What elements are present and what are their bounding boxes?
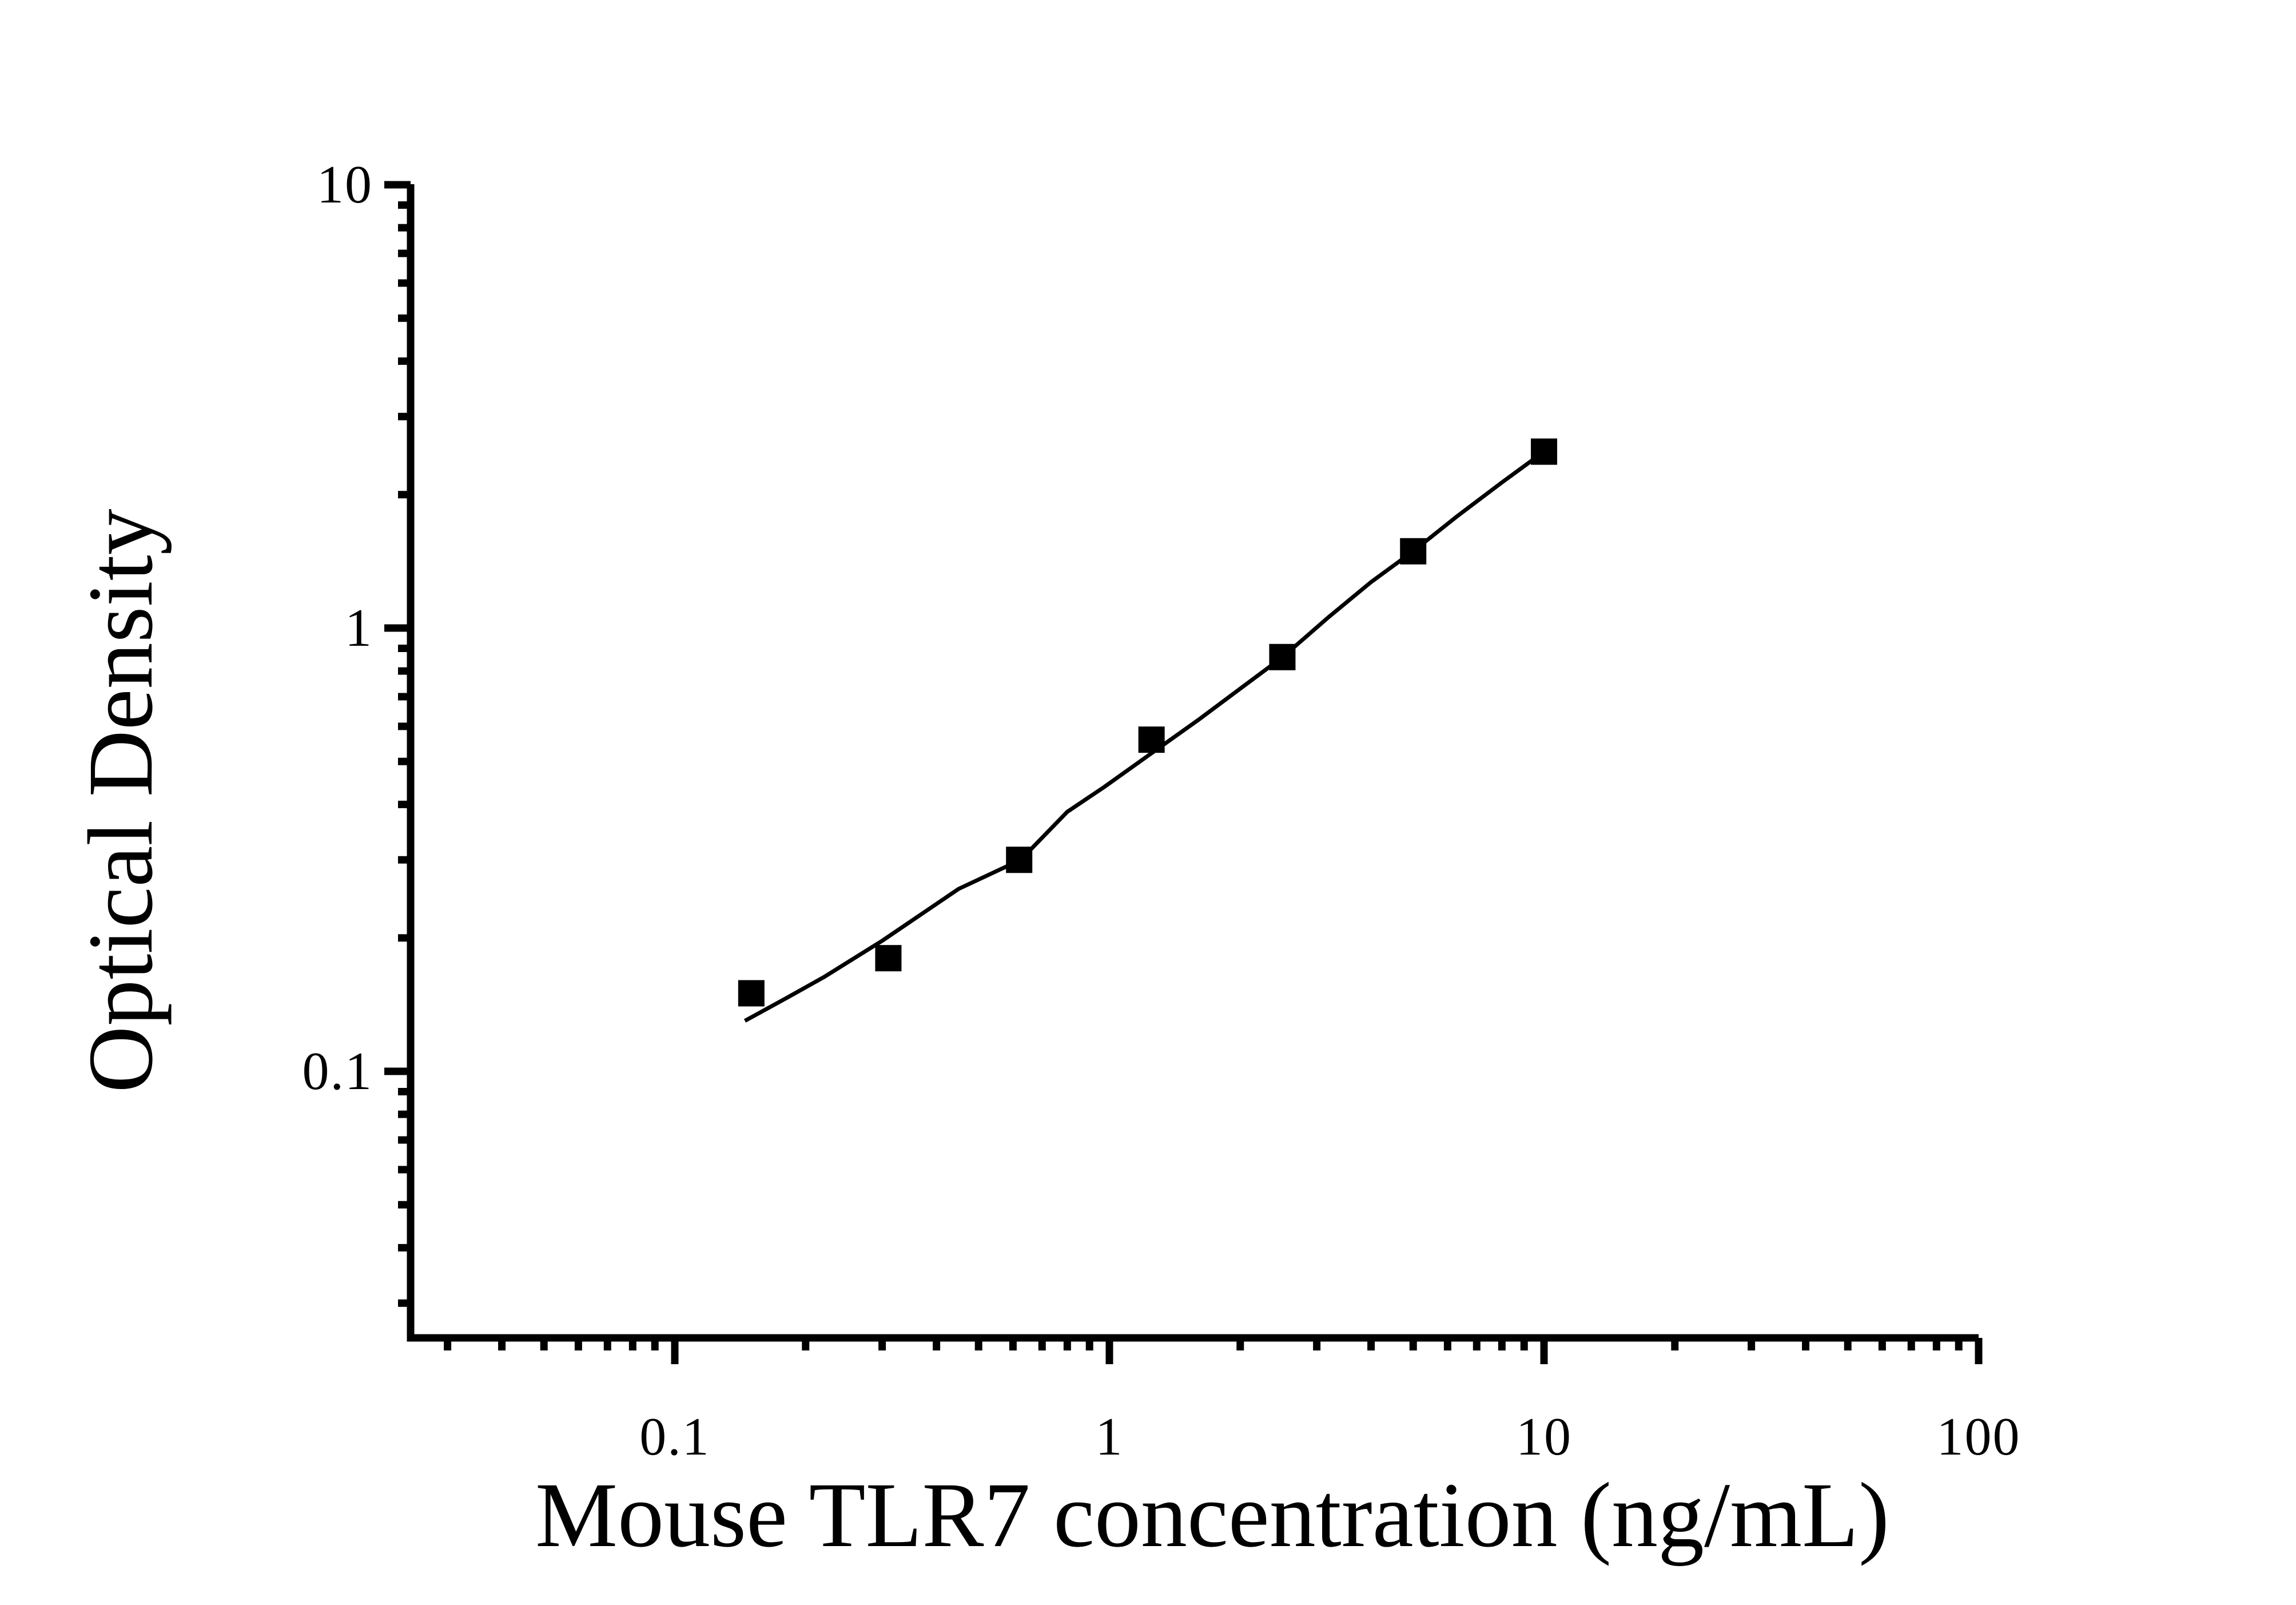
x-tick-label-1: 1 <box>1095 1407 1124 1467</box>
data-points-group <box>738 438 1557 1007</box>
data-point-square <box>1138 726 1165 753</box>
axis-frame <box>407 184 1979 1342</box>
axis-ticks <box>384 181 1983 1364</box>
axes <box>407 184 1979 1342</box>
data-point-square <box>1269 643 1296 670</box>
y-tick-label-0.1: 0.1 <box>302 1042 373 1101</box>
data-point-square <box>1006 847 1033 873</box>
x-axis-title: Mouse TLR7 concentration (ng/mL) <box>535 1464 1889 1567</box>
y-tick-label-10: 10 <box>317 155 373 214</box>
data-point-square <box>875 945 902 972</box>
data-point-square <box>1531 438 1557 465</box>
y-axis-title: Optical Density <box>70 508 172 1093</box>
data-point-square <box>1400 538 1427 565</box>
y-tick-label-1: 1 <box>345 598 373 658</box>
x-tick-label-100: 100 <box>1936 1407 2021 1467</box>
x-tick-label-10: 10 <box>1516 1407 1572 1467</box>
x-tick-label-0.1: 0.1 <box>639 1407 710 1467</box>
data-point-square <box>738 980 765 1007</box>
